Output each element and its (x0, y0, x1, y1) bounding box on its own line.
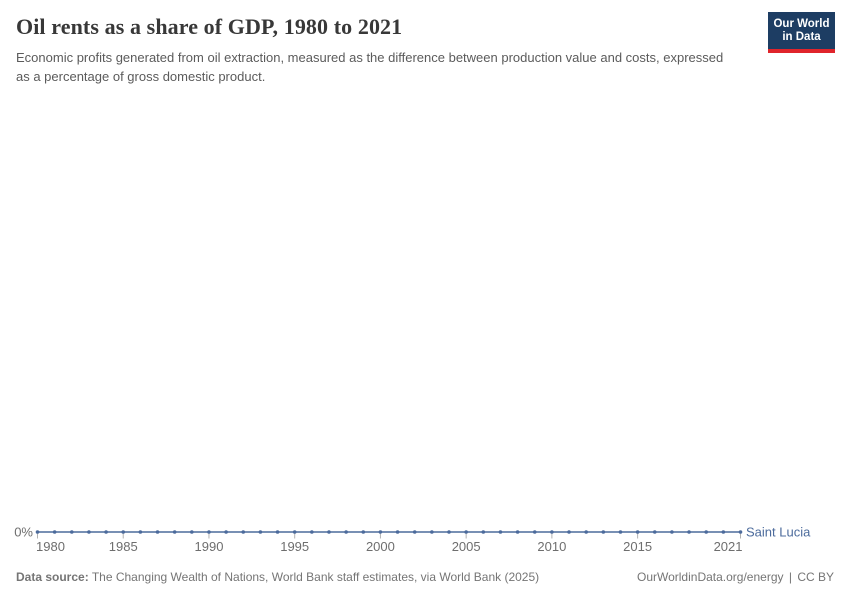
data-point[interactable] (344, 530, 348, 534)
data-point[interactable] (704, 530, 709, 534)
x-axis-tick-label: 2000 (366, 539, 395, 554)
data-point[interactable] (138, 530, 143, 534)
data-point[interactable] (155, 530, 160, 534)
data-point[interactable] (670, 530, 674, 534)
owid-url-link[interactable]: OurWorldinData.org/energy (636, 570, 784, 584)
x-axis-tick-label: 1985 (109, 539, 138, 554)
license-link[interactable]: CC BY (797, 570, 834, 584)
y-axis-tick-label: 0% (14, 525, 33, 540)
data-point[interactable] (412, 530, 417, 534)
data-point[interactable] (532, 530, 537, 534)
data-point[interactable] (430, 530, 434, 534)
data-point[interactable] (378, 530, 383, 534)
data-point[interactable] (52, 530, 57, 534)
data-point[interactable] (481, 530, 486, 534)
chart-subtitle: Economic profits generated from oil extr… (16, 50, 724, 84)
data-point[interactable] (87, 530, 91, 534)
data-point[interactable] (104, 530, 108, 534)
x-axis-tick-label: 1990 (195, 539, 224, 554)
data-point[interactable] (687, 530, 691, 534)
data-point[interactable] (601, 530, 606, 534)
data-point[interactable] (35, 530, 40, 534)
data-point[interactable] (69, 530, 74, 534)
data-point[interactable] (498, 530, 503, 534)
data-point[interactable] (327, 530, 331, 534)
data-point[interactable] (207, 530, 211, 534)
chart-title: Oil rents as a share of GDP, 1980 to 202… (16, 14, 403, 39)
footer-separator: | (788, 570, 792, 584)
data-point[interactable] (447, 530, 451, 534)
data-point[interactable] (190, 530, 194, 534)
data-point[interactable] (464, 530, 468, 534)
data-source-label: Data source: (16, 570, 89, 584)
data-source-note: Data source: The Changing Wealth of Nati… (16, 569, 539, 585)
data-point[interactable] (738, 530, 743, 534)
footer-links: OurWorldinData.org/energy | CC BY (637, 569, 834, 585)
data-point[interactable] (550, 530, 554, 534)
data-point[interactable] (652, 530, 657, 534)
x-axis-tick-label: 2010 (537, 539, 566, 554)
data-point[interactable] (515, 530, 520, 534)
data-point[interactable] (635, 530, 640, 534)
data-point[interactable] (275, 530, 280, 534)
x-axis-tick-label: 1995 (280, 539, 309, 554)
owid-logo[interactable]: Our World in Data (768, 12, 835, 53)
data-point[interactable] (361, 530, 366, 534)
data-point[interactable] (224, 530, 228, 534)
chart-footer: Data source: The Changing Wealth of Nati… (16, 569, 834, 585)
data-point[interactable] (584, 530, 588, 534)
data-point[interactable] (618, 530, 623, 534)
data-source-text: The Changing Wealth of Nations, World Ba… (88, 570, 540, 584)
data-point[interactable] (721, 530, 726, 534)
data-point[interactable] (258, 530, 263, 534)
x-axis-tick-label: 1980 (36, 539, 65, 554)
x-axis-tick-label: 2021 (714, 539, 743, 554)
x-axis-tick-label: 2015 (623, 539, 652, 554)
owid-logo-line2: in Data (782, 31, 821, 43)
data-point[interactable] (172, 530, 177, 534)
owid-logo-line1: Our World (773, 18, 830, 30)
x-axis-tick-label: 2005 (452, 539, 481, 554)
line-chart-canvas[interactable]: 0%1980 1985 1990 1995 2000 2005 2010 2015 2021Sa… (0, 495, 850, 570)
data-point[interactable] (292, 530, 297, 534)
chart-header: Oil rents as a share of GDP, 1980 to 202… (16, 14, 750, 86)
data-point[interactable] (567, 530, 571, 534)
data-point[interactable] (241, 530, 246, 534)
data-point[interactable] (310, 530, 314, 534)
data-point[interactable] (121, 530, 126, 534)
entity-label[interactable]: Saint Lucia (746, 525, 811, 540)
data-point[interactable] (395, 530, 400, 534)
